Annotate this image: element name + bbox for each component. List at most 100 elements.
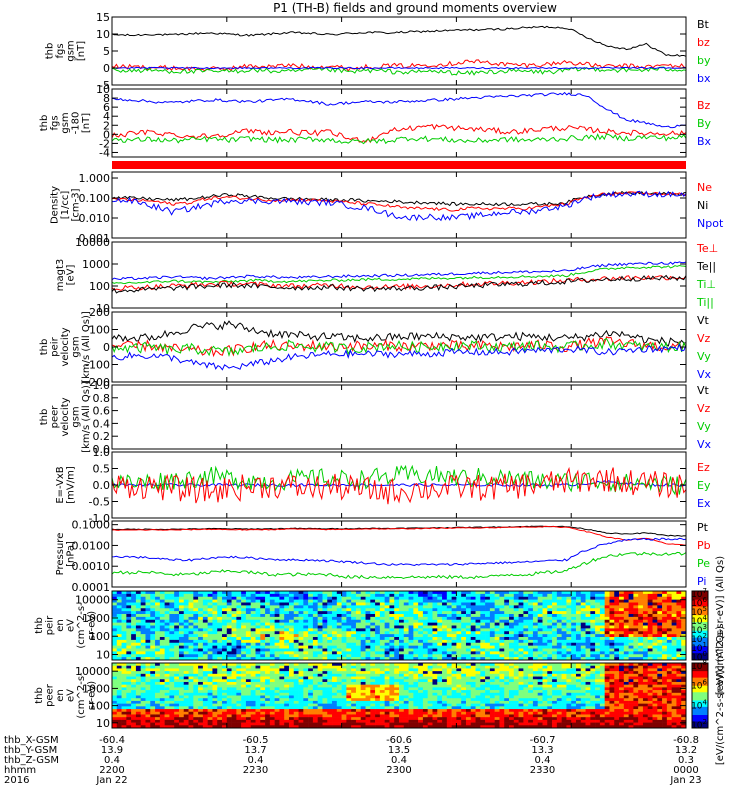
- heatmap-cell: [279, 608, 285, 612]
- heatmap-cell: [399, 700, 405, 704]
- heatmap-cell: [226, 637, 232, 641]
- heatmap-cell: [351, 690, 357, 694]
- heatmap-cell: [236, 628, 242, 632]
- heatmap-cell: [504, 608, 510, 612]
- heatmap-cell: [442, 625, 448, 629]
- heatmap-cell: [150, 684, 156, 688]
- heatmap-cell: [432, 700, 438, 704]
- heatmap-cell: [408, 634, 414, 638]
- heatmap-cell: [442, 671, 448, 675]
- heatmap-cell: [241, 608, 247, 612]
- heatmap-cell: [336, 657, 342, 661]
- y-tick-label: 1.0: [93, 379, 111, 392]
- heatmap-cell: [532, 602, 539, 606]
- heatmap-cell: [585, 599, 591, 603]
- heatmap-cell: [188, 599, 194, 603]
- heatmap-cell: [226, 645, 232, 649]
- heatmap-cell: [351, 663, 357, 667]
- heatmap-cell: [217, 698, 223, 702]
- heatmap-cell: [370, 599, 376, 603]
- heatmap-cell: [599, 625, 605, 629]
- heatmap-cell: [633, 593, 639, 598]
- heatmap-cell: [518, 605, 524, 609]
- heatmap-cell: [226, 654, 232, 658]
- heatmap-cell: [427, 657, 433, 661]
- heatmap-cell: [145, 717, 151, 721]
- heatmap-cell: [399, 614, 405, 618]
- heatmap-cell: [212, 698, 218, 702]
- heatmap-cell: [198, 639, 204, 644]
- heatmap-cell: [226, 614, 232, 618]
- heatmap-cell: [580, 605, 586, 609]
- heatmap-cell: [207, 642, 213, 646]
- heatmap-cell: [274, 605, 280, 609]
- heatmap-cell: [279, 648, 285, 652]
- heatmap-cell: [317, 684, 323, 688]
- heatmap-cell: [485, 611, 491, 615]
- heatmap-cell: [279, 619, 285, 623]
- heatmap-cell: [255, 719, 261, 723]
- heatmap-cell: [198, 602, 204, 606]
- heatmap-cell: [269, 700, 275, 704]
- heatmap-cell: [365, 695, 371, 699]
- heatmap-cell: [681, 637, 687, 641]
- heatmap-cell: [642, 645, 649, 649]
- heatmap-cell: [394, 616, 400, 621]
- heatmap-cell: [298, 668, 304, 672]
- heatmap-cell: [394, 711, 400, 715]
- heatmap-cell: [513, 651, 519, 655]
- heatmap-cell: [666, 634, 672, 638]
- heatmap-cell: [465, 634, 472, 638]
- heatmap-cell: [571, 608, 577, 612]
- heatmap-cell: [379, 665, 385, 669]
- heatmap-cell: [164, 619, 170, 623]
- heatmap-cell: [666, 605, 672, 609]
- heatmap-cell: [370, 684, 376, 688]
- heatmap-cell: [202, 614, 208, 618]
- heatmap-cell: [217, 676, 223, 680]
- heatmap-cell: [131, 602, 137, 606]
- heatmap-cell: [513, 616, 519, 621]
- heatmap-cell: [212, 695, 218, 699]
- heatmap-cell: [595, 619, 601, 623]
- heatmap-cell: [308, 665, 314, 669]
- heatmap-cell: [231, 692, 237, 696]
- heatmap-cell: [351, 709, 357, 713]
- heatmap-cell: [178, 654, 185, 658]
- heatmap-cell: [609, 596, 615, 600]
- heatmap-cell: [116, 714, 122, 718]
- heatmap-cell: [288, 665, 295, 669]
- heatmap-cell: [155, 648, 161, 652]
- heatmap-cell: [580, 593, 586, 598]
- heatmap-cell: [226, 690, 232, 694]
- heatmap-cell: [408, 698, 414, 702]
- heatmap-cell: [155, 687, 161, 691]
- heatmap-cell: [442, 619, 448, 623]
- heatmap-cell: [126, 657, 132, 661]
- heatmap-cell: [451, 605, 457, 609]
- heatmap-cell: [528, 654, 534, 658]
- heatmap-cell: [308, 663, 314, 667]
- heatmap-cell: [231, 654, 237, 658]
- heatmap-cell: [336, 690, 342, 694]
- heatmap-cell: [250, 637, 256, 641]
- heatmap-cell: [542, 614, 548, 618]
- heatmap-cell: [308, 616, 314, 621]
- heatmap-cell: [312, 671, 318, 675]
- heatmap-cell: [422, 654, 428, 658]
- heatmap-cell: [241, 651, 247, 655]
- heatmap-cell: [308, 700, 314, 704]
- y-axis-label: velocity: [60, 397, 71, 436]
- heatmap-cell: [131, 725, 137, 729]
- heatmap-cell: [341, 698, 347, 702]
- heatmap-cell: [676, 625, 682, 629]
- heatmap-cell: [657, 642, 663, 646]
- heatmap-cell: [446, 614, 452, 618]
- heatmap-cell: [422, 695, 428, 699]
- heatmap-cell: [590, 599, 596, 603]
- heatmap-cell: [461, 602, 467, 606]
- heatmap-cell: [217, 614, 223, 618]
- heatmap-cell: [528, 642, 534, 646]
- heatmap-cell: [442, 616, 448, 621]
